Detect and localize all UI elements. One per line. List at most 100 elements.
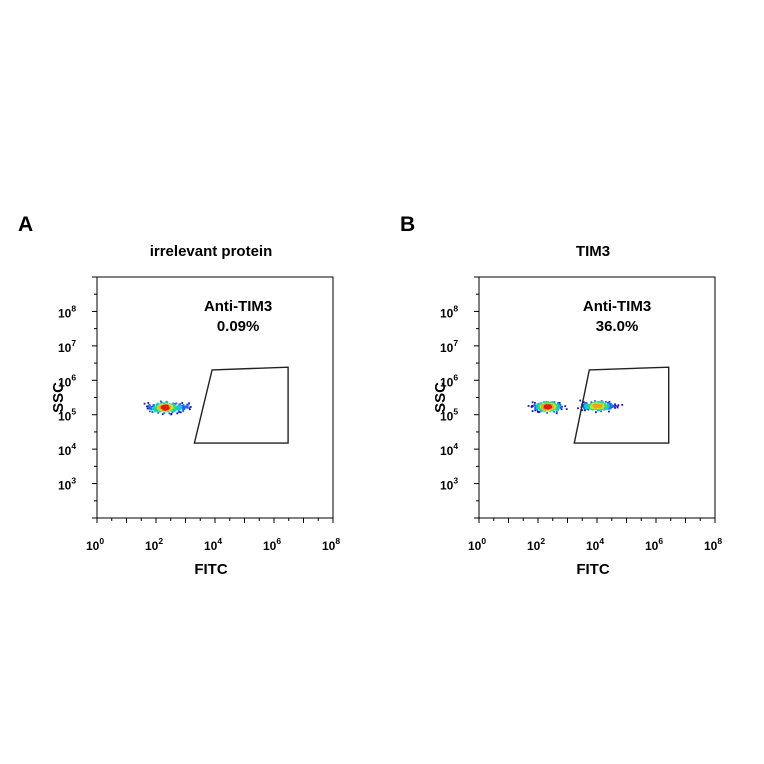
y-tick-base: 10 — [58, 341, 72, 355]
y-tick-label: 108 — [58, 303, 76, 320]
x-tick-base: 10 — [645, 539, 659, 553]
event-dot — [536, 410, 539, 413]
event-dot — [182, 406, 185, 409]
event-dot — [174, 403, 177, 405]
x-tick-base: 10 — [704, 539, 718, 553]
y-axis-label: SSC — [50, 382, 67, 413]
x-tick-label: 104 — [204, 536, 222, 553]
event-dot — [594, 400, 597, 403]
event-dot — [606, 407, 609, 410]
x-tick-exponent: 4 — [599, 536, 604, 546]
event-dot — [186, 403, 189, 406]
event-dot — [614, 406, 616, 409]
event-dot — [154, 406, 157, 409]
x-tick-exponent: 8 — [717, 536, 722, 546]
event-dot — [166, 406, 169, 409]
event-dot — [171, 406, 174, 409]
event-dot — [555, 412, 558, 415]
event-dot — [151, 407, 154, 410]
event-dot — [564, 405, 567, 408]
y-axis-label: SSC — [432, 382, 449, 413]
x-tick-base: 10 — [263, 539, 277, 553]
x-tick-base: 10 — [86, 539, 100, 553]
y-tick-base: 10 — [58, 444, 72, 458]
event-dot — [553, 401, 556, 403]
event-dot — [177, 406, 180, 408]
event-dot — [591, 408, 594, 411]
event-dot — [149, 410, 151, 413]
x-tick-base: 10 — [145, 539, 159, 553]
event-dot — [171, 405, 173, 408]
event-dot — [543, 400, 545, 403]
event-dot — [175, 408, 178, 411]
event-dot — [163, 411, 166, 414]
event-dot — [170, 409, 173, 412]
event-dot — [548, 405, 551, 408]
y-tick-exponent: 5 — [71, 407, 76, 417]
y-tick-base: 10 — [58, 410, 72, 424]
x-tick-exponent: 0 — [99, 536, 104, 546]
event-dot — [152, 408, 155, 411]
event-dot — [177, 410, 180, 413]
event-dot — [585, 402, 588, 405]
event-dot — [147, 402, 150, 404]
event-dot — [182, 410, 185, 412]
event-dot — [604, 408, 607, 410]
x-tick-label: 106 — [645, 536, 663, 553]
event-dot — [146, 407, 149, 410]
event-dot — [605, 407, 608, 410]
x-tick-label: 108 — [704, 536, 722, 553]
event-dot — [579, 399, 582, 402]
event-dot — [540, 402, 543, 405]
event-dot — [609, 403, 612, 405]
event-dot — [150, 406, 152, 409]
event-dot — [534, 406, 537, 409]
event-dot — [558, 401, 561, 404]
y-tick-base: 10 — [440, 375, 454, 389]
event-dot — [597, 401, 600, 404]
gate-polygon — [193, 366, 289, 444]
y-tick-label: 108 — [440, 303, 458, 320]
event-dot — [552, 409, 555, 412]
event-dot — [175, 402, 178, 405]
y-tick-exponent: 6 — [71, 372, 76, 382]
event-dot — [597, 408, 600, 410]
event-dot — [188, 408, 191, 411]
y-tick-label: 104 — [440, 441, 458, 458]
event-dot — [172, 405, 175, 408]
event-dot — [584, 407, 587, 410]
x-tick-label: 102 — [527, 536, 545, 553]
x-tick-base: 10 — [468, 539, 482, 553]
event-dot — [157, 407, 159, 410]
event-dot — [161, 406, 164, 409]
event-dot — [534, 409, 537, 412]
event-dot — [560, 408, 563, 411]
event-dot — [608, 410, 610, 413]
event-dot — [546, 411, 548, 414]
event-dot — [152, 405, 155, 408]
event-dot — [614, 404, 617, 407]
event-dot — [150, 405, 153, 408]
y-tick-exponent: 7 — [71, 338, 76, 348]
event-dot — [595, 411, 597, 414]
y-tick-base: 10 — [440, 479, 454, 493]
event-dot — [182, 408, 184, 411]
event-dot — [158, 406, 161, 409]
event-dot — [153, 407, 156, 410]
event-dot — [538, 402, 541, 405]
event-dot — [168, 412, 171, 415]
event-dot — [143, 402, 146, 405]
event-dot — [558, 403, 561, 406]
y-tick-exponent: 5 — [453, 407, 458, 417]
event-dot — [608, 406, 610, 409]
chart-title: TIM3 — [576, 243, 610, 260]
event-dot — [176, 412, 179, 415]
event-dot — [595, 404, 597, 407]
event-dot — [533, 404, 536, 406]
event-dot — [179, 411, 182, 414]
event-dot — [184, 405, 187, 408]
y-tick-exponent: 4 — [71, 441, 76, 451]
event-dot — [611, 405, 614, 408]
event-dot — [617, 404, 620, 407]
